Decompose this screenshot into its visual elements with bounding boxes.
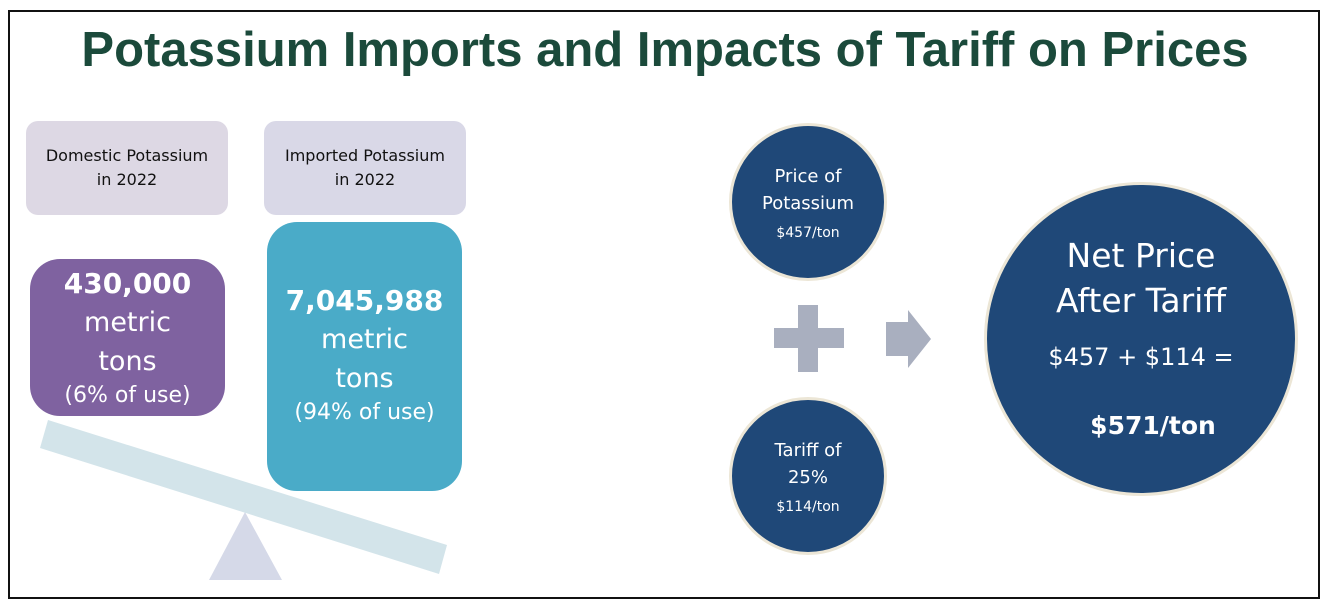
domestic-share: (6% of use) [64, 382, 191, 408]
domestic-amount-box: 430,000 metric tons (6% of use) [30, 259, 225, 416]
net-line2: After Tariff [1055, 281, 1227, 320]
imported-unit-2: tons [335, 363, 394, 394]
net-result: $571/ton [1090, 411, 1216, 440]
imported-unit-1: metric [321, 324, 408, 355]
tariff-circle: Tariff of 25% $114/ton [729, 397, 887, 555]
tariff-line1: Tariff of [774, 440, 842, 461]
domestic-label-line2: in 2022 [96, 170, 158, 189]
domestic-unit-1: metric [84, 306, 171, 338]
imported-label: Imported Potassium in 2022 [264, 121, 466, 215]
tariff-value: $114/ton [776, 499, 840, 515]
domestic-unit-2: tons [98, 345, 157, 377]
imported-share: (94% of use) [294, 400, 435, 425]
net-equation: $457 + $114 = [1048, 343, 1234, 371]
tariff-line2: 25% [787, 467, 828, 488]
domestic-amount: 430,000 [63, 266, 192, 300]
domestic-label: Domestic Potassium in 2022 [26, 121, 228, 215]
imported-label-line1: Imported Potassium [285, 146, 445, 165]
imported-amount: 7,045,988 [285, 284, 444, 317]
domestic-label-line1: Domestic Potassium [45, 146, 209, 165]
price-line1: Price of [774, 166, 842, 187]
net-line1: Net Price [1066, 236, 1216, 275]
arrow-right-icon [886, 310, 931, 368]
imported-label-line2: in 2022 [334, 170, 396, 189]
price-value: $457/ton [776, 225, 840, 241]
imported-amount-box: 7,045,988 metric tons (94% of use) [267, 222, 462, 491]
price-circle: Price of Potassium $457/ton [729, 123, 887, 281]
page-title: Potassium Imports and Impacts of Tariff … [81, 23, 1249, 77]
seesaw-beam [40, 420, 447, 574]
plus-icon [774, 305, 844, 372]
frame-border [8, 10, 1320, 599]
price-line2: Potassium [761, 193, 854, 214]
seesaw-fulcrum [209, 512, 282, 580]
net-price-circle: Net Price After Tariff $457 + $114 = $57… [984, 182, 1298, 496]
